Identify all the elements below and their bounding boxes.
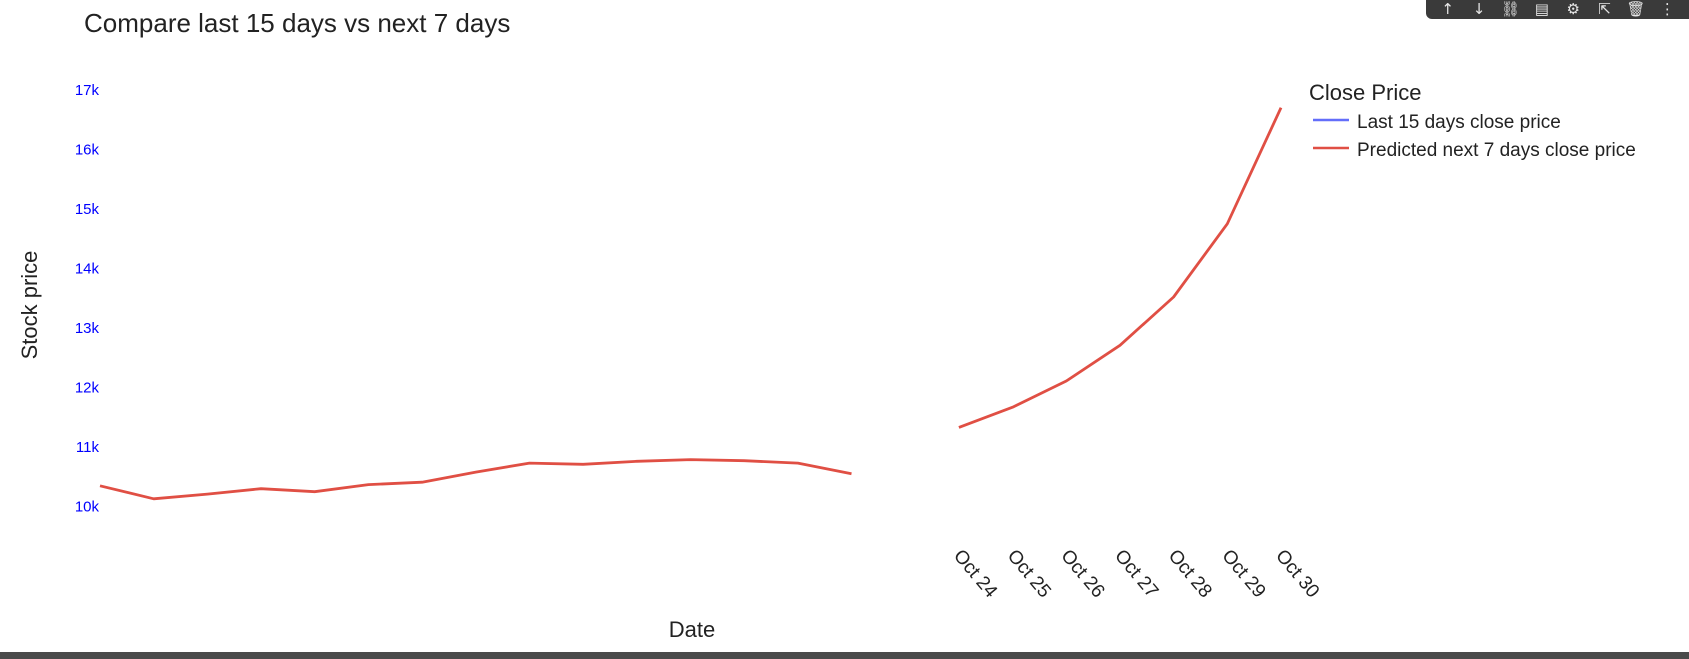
y-tick-label: 16k xyxy=(75,141,100,158)
y-axis-label: Stock price xyxy=(17,251,42,360)
series-line-segment[interactable] xyxy=(958,107,1283,429)
more-icon[interactable]: ⋮ xyxy=(1659,0,1675,18)
x-tick-label: Oct 24 xyxy=(949,546,1001,603)
arrow-down-icon[interactable]: ↓ xyxy=(1472,0,1486,18)
y-tick-label: 12k xyxy=(75,380,100,397)
series-line-segment[interactable] xyxy=(99,458,852,501)
y-tick-label: 14k xyxy=(75,260,100,277)
y-tick-label: 10k xyxy=(75,499,100,516)
legend-title: Close Price xyxy=(1309,80,1421,105)
y-tick-label: 15k xyxy=(75,201,100,218)
link-icon[interactable]: ⛓ xyxy=(1500,0,1520,18)
x-axis-label: Date xyxy=(669,617,715,642)
x-tick-label: Oct 27 xyxy=(1110,546,1162,602)
legend[interactable]: Close Price Last 15 days close price Pre… xyxy=(1309,80,1636,161)
y-tick-label: 13k xyxy=(75,320,100,337)
trash-icon[interactable]: 🗑 xyxy=(1626,0,1646,18)
comment-icon[interactable]: ▤ xyxy=(1534,0,1549,18)
x-tick-label: Oct 28 xyxy=(1164,546,1216,602)
bottom-bar xyxy=(0,652,1689,659)
chart-title: Compare last 15 days vs next 7 days xyxy=(84,8,510,38)
arrow-up-icon[interactable]: ↑ xyxy=(1441,0,1454,18)
y-axis-ticks: 10k 11k 12k 13k 14k 15k 16k 17k xyxy=(75,82,100,516)
legend-item-last-15[interactable]: Last 15 days close price xyxy=(1357,112,1561,133)
x-tick-label: Oct 30 xyxy=(1271,546,1323,602)
y-tick-label: 17k xyxy=(75,82,100,99)
legend-item-predicted[interactable]: Predicted next 7 days close price xyxy=(1357,140,1636,161)
gear-icon[interactable]: ⚙ xyxy=(1566,0,1580,18)
x-tick-label: Oct 29 xyxy=(1217,546,1269,602)
x-tick-label: Oct 25 xyxy=(1003,546,1055,602)
chart-toolbar: ↑ ↓ ⛓ ▤ ⚙ ⇱ 🗑 ⋮ xyxy=(1426,0,1689,19)
x-axis-ticks: Oct 24 Oct 25 Oct 26 Oct 27 Oct 28 Oct 29 Oct … xyxy=(949,546,1323,603)
export-icon[interactable]: ⇱ xyxy=(1598,0,1611,18)
y-tick-label: 11k xyxy=(76,439,100,456)
x-tick-label: Oct 26 xyxy=(1056,546,1108,602)
plot-area xyxy=(99,107,1283,501)
